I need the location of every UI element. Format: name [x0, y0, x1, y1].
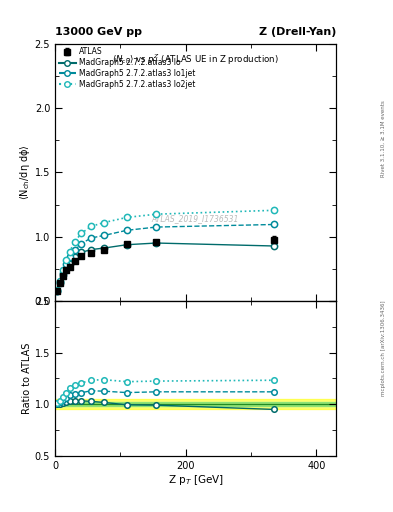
Bar	[55, 402, 336, 406]
Text: Rivet 3.1.10, ≥ 3.1M events: Rivet 3.1.10, ≥ 3.1M events	[381, 100, 386, 177]
Text: mcplots.cern.ch [arXiv:1306.3436]: mcplots.cern.ch [arXiv:1306.3436]	[381, 301, 386, 396]
X-axis label: Z p$_T$ [GeV]: Z p$_T$ [GeV]	[167, 473, 224, 487]
Legend: ATLAS, MadGraph5 2.7.2.atlas3 lo, MadGraph5 2.7.2.atlas3 lo1jet, MadGraph5 2.7.2: ATLAS, MadGraph5 2.7.2.atlas3 lo, MadGra…	[57, 46, 196, 91]
Text: Z (Drell-Yan): Z (Drell-Yan)	[259, 27, 336, 37]
Y-axis label: Ratio to ATLAS: Ratio to ATLAS	[22, 343, 32, 414]
Bar	[55, 399, 336, 409]
Y-axis label: ⟨N$_{\rm ch}$/dη dϕ⟩: ⟨N$_{\rm ch}$/dη dϕ⟩	[18, 144, 32, 200]
Text: 13000 GeV pp: 13000 GeV pp	[55, 27, 142, 37]
Text: ATLAS_2019_I1736531: ATLAS_2019_I1736531	[152, 214, 239, 223]
Text: $\langle N_{\rm ch}\rangle$ vs $p_{\rm T}^{Z}$ (ATLAS UE in Z production): $\langle N_{\rm ch}\rangle$ vs $p_{\rm T…	[112, 53, 279, 68]
